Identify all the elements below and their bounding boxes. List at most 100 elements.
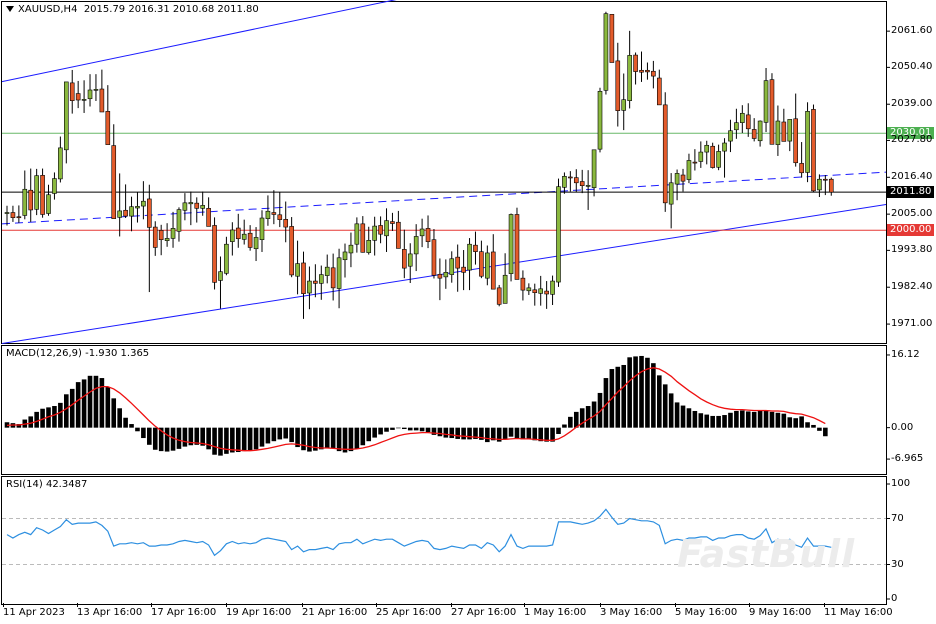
macd-bar: [479, 427, 484, 440]
candle-body: [117, 210, 122, 218]
candle-body: [775, 120, 781, 145]
candle-body: [123, 209, 128, 217]
candle-body: [342, 251, 348, 261]
macd-bar: [123, 417, 128, 428]
candle-body: [437, 273, 443, 279]
macd-bar: [627, 357, 632, 428]
macd-bar: [514, 427, 520, 439]
time-axis-tick: [3, 603, 4, 607]
price-tick-label: 2061.60: [891, 25, 933, 37]
candle-body: [4, 212, 10, 214]
candle-body: [538, 288, 544, 294]
macd-bar: [212, 427, 217, 455]
candle-body: [289, 226, 294, 276]
channel-upper-line: [1, 0, 397, 83]
candle-body: [698, 151, 704, 162]
candle-body: [265, 210, 271, 219]
macd-bar: [164, 427, 170, 452]
candle-body: [627, 55, 632, 101]
macd-bar: [277, 427, 283, 440]
candle-body: [28, 189, 34, 211]
rsi-chart[interactable]: [2, 477, 890, 604]
candle-body: [366, 240, 372, 253]
macd-bar: [247, 427, 253, 451]
time-axis-tick: [77, 603, 78, 607]
macd-bar: [360, 427, 366, 446]
candle-body: [218, 271, 223, 281]
time-tick-label: 1 May 16:00: [524, 607, 587, 618]
macd-bar: [532, 427, 538, 441]
candle-body: [763, 80, 769, 123]
watermark-logo: FastBull: [677, 532, 856, 576]
macd-bar: [508, 427, 514, 437]
candle-body: [461, 266, 466, 273]
macd-bar: [716, 415, 721, 428]
symbol-dropdown-icon[interactable]: [6, 6, 14, 12]
macd-bar: [799, 416, 804, 428]
macd-bar: [817, 427, 822, 431]
symbol-label: XAUUSD,H4: [18, 4, 78, 15]
time-axis-tick: [302, 603, 303, 607]
macd-tick-label: 16.12: [891, 348, 920, 360]
candle-body: [129, 206, 134, 217]
candle-body: [751, 129, 757, 139]
macd-bar: [218, 427, 223, 456]
macd-bar: [680, 405, 686, 428]
macd-chart[interactable]: [2, 346, 890, 474]
candle-body: [46, 194, 51, 214]
candle-body: [135, 206, 140, 209]
macd-bar: [437, 427, 443, 437]
time-tick-label: 19 Apr 16:00: [226, 607, 292, 618]
candle-body: [603, 13, 609, 91]
macd-bar: [16, 424, 22, 428]
candle-body: [105, 111, 111, 145]
candle-body: [176, 209, 182, 232]
macd-bar: [745, 411, 751, 428]
macd-bar: [740, 410, 745, 428]
candle-body: [745, 114, 751, 130]
candle-body: [556, 186, 561, 283]
price-tick-label: 2027.80: [891, 134, 933, 146]
candle-body: [781, 121, 787, 142]
macd-pane[interactable]: MACD(12,26,9) -1.930 1.365: [1, 345, 890, 475]
macd-bar: [585, 406, 591, 428]
macd-bar: [674, 402, 680, 428]
candle-body: [147, 198, 152, 228]
macd-bar: [105, 387, 111, 428]
price-tick-label: 1971.00: [891, 318, 933, 330]
candle-body: [141, 200, 146, 207]
macd-bar: [550, 427, 555, 442]
candle-body: [318, 274, 324, 284]
macd-bar: [651, 363, 656, 428]
candle-body: [431, 239, 437, 276]
time-axis-tick: [675, 603, 676, 607]
candle-body: [206, 208, 211, 227]
price-tag: 2030.01: [887, 127, 935, 140]
time-axis-tick: [749, 603, 750, 607]
candle-body: [793, 118, 798, 164]
candle-body: [307, 280, 312, 294]
macd-bar: [728, 412, 733, 428]
candle-body: [479, 251, 484, 277]
price-tick-label: 1993.80: [891, 244, 933, 256]
macd-signal-line: [6, 367, 826, 452]
candle-body: [787, 119, 793, 142]
macd-bar: [757, 410, 763, 428]
macd-bar: [69, 388, 75, 428]
time-tick-label: 11 Apr 2023: [3, 607, 65, 618]
time-axis-tick: [151, 603, 152, 607]
candle-body: [520, 277, 526, 291]
macd-bar: [763, 410, 769, 428]
time-tick-label: 27 Apr 16:00: [451, 607, 517, 618]
candlestick-chart[interactable]: [1, 0, 890, 344]
rsi-tick-label: 100: [891, 478, 911, 489]
rsi-pane[interactable]: RSI(14) 42.3487 FastBull: [1, 476, 890, 605]
candle-body: [402, 249, 407, 269]
macd-bar: [562, 424, 567, 428]
time-axis-tick: [451, 603, 452, 607]
macd-bar: [496, 427, 502, 442]
price-chart-pane[interactable]: XAUUSD,H4 2015.79 2016.31 2010.68 2011.8…: [1, 0, 890, 344]
macd-bar: [573, 411, 579, 428]
time-tick-label: 25 Apr 16:00: [376, 607, 442, 618]
candle-body: [757, 120, 763, 142]
